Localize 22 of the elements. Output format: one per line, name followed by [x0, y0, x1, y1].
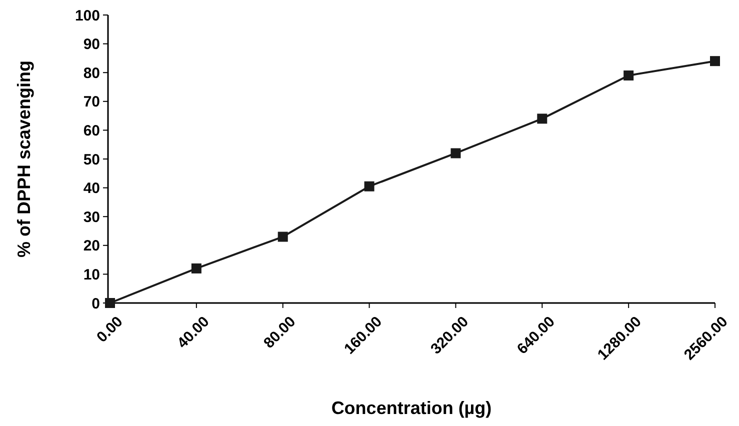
point	[364, 181, 374, 192]
point	[537, 114, 548, 124]
y-tick-label: 20	[83, 238, 100, 255]
y-tick-label: 60	[83, 122, 100, 140]
y-tick-label: 10	[83, 266, 100, 284]
y-tick-label: 90	[83, 36, 100, 54]
y-tick-label: 30	[83, 208, 100, 226]
x-tick-label: 0.00	[94, 313, 126, 346]
point	[450, 148, 461, 158]
y-axis-title: % of DPPH scavenging	[14, 60, 34, 258]
y-tick-label: 50	[83, 151, 100, 168]
x-axis-title: Concentration (µg)	[331, 398, 492, 418]
y-tick-label: 100	[74, 7, 100, 24]
y-tick-label: 80	[83, 64, 100, 82]
point	[278, 232, 288, 242]
point	[105, 298, 115, 308]
y-tick-label: 0	[92, 295, 100, 312]
y-tick-label: 40	[83, 180, 100, 198]
y-tick-label: 70	[83, 94, 100, 111]
point	[710, 56, 720, 66]
point	[191, 263, 202, 274]
point	[624, 70, 634, 80]
